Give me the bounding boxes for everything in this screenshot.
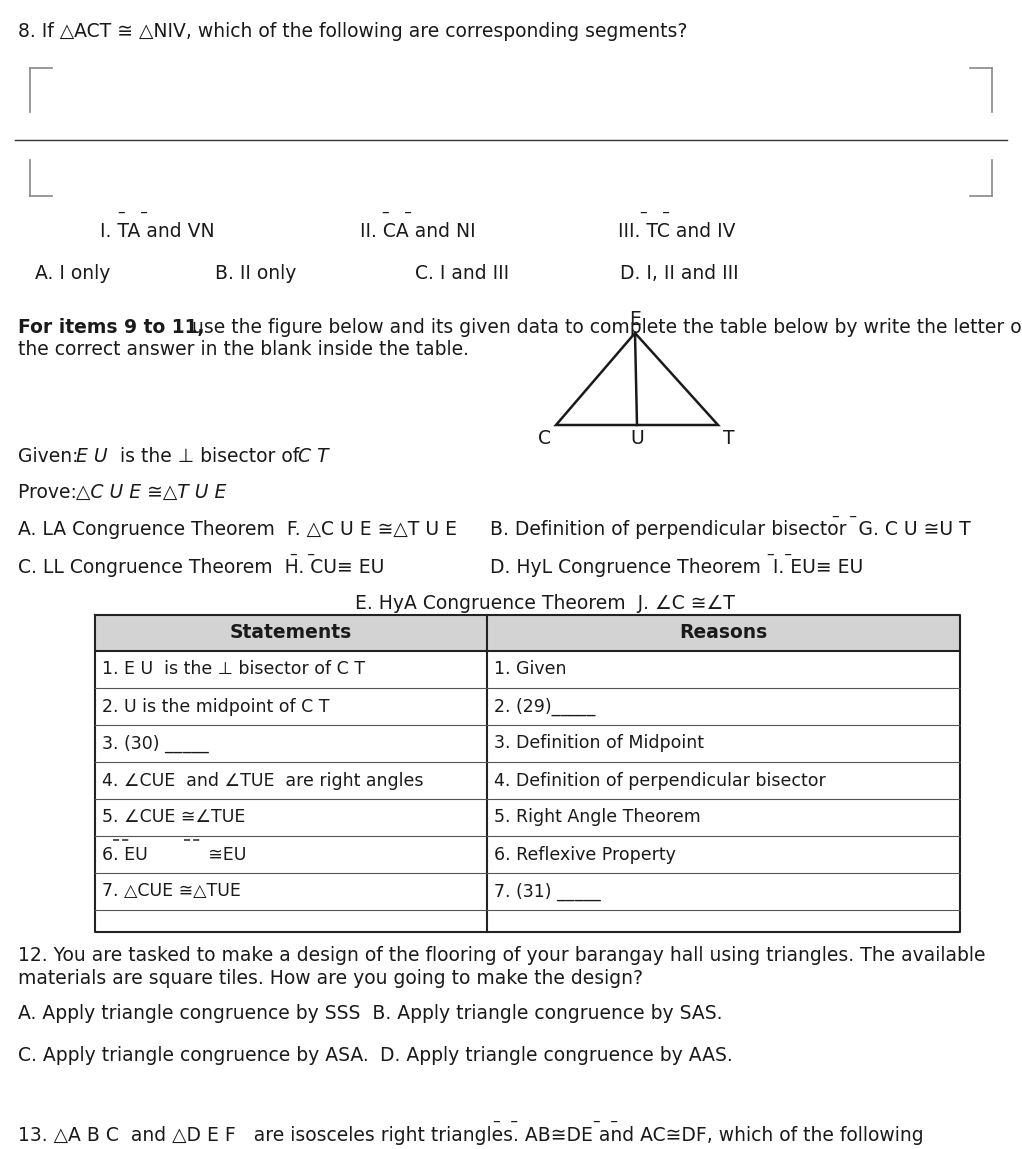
Text: A. I only: A. I only (35, 264, 110, 283)
Text: is the ⊥ bisector of: is the ⊥ bisector of (108, 447, 306, 466)
Text: materials are square tiles. How are you going to make the design?: materials are square tiles. How are you … (18, 969, 643, 988)
Text: E: E (630, 310, 641, 329)
Text: –   –: – – (640, 205, 669, 219)
Text: –  –: – – (493, 1115, 518, 1129)
Text: U: U (631, 429, 644, 448)
Text: 6. EU           ≅EU: 6. EU ≅EU (102, 846, 246, 864)
Text: 2. (29)_____: 2. (29)_____ (494, 697, 596, 716)
Text: A. LA Congruence Theorem  F. △C U E ≅△T U E: A. LA Congruence Theorem F. △C U E ≅△T U… (18, 520, 457, 539)
Text: –  –: – – (832, 509, 857, 524)
Text: E U: E U (76, 447, 107, 466)
Text: A. Apply triangle congruence by SSS  B. Apply triangle congruence by SAS.: A. Apply triangle congruence by SSS B. A… (18, 1004, 723, 1023)
Text: C: C (538, 429, 551, 448)
Text: I. TA and VN: I. TA and VN (100, 222, 215, 241)
Text: C. Apply triangle congruence by ASA.: C. Apply triangle congruence by ASA. (18, 1046, 369, 1065)
Text: 6. Reflexive Property: 6. Reflexive Property (494, 846, 676, 864)
Text: 8. If △ACT ≅ △NIV, which of the following are corresponding segments?: 8. If △ACT ≅ △NIV, which of the followin… (18, 22, 688, 41)
Text: Given:: Given: (18, 447, 85, 466)
Text: E. HyA Congruence Theorem  J. ∠C ≅∠T: E. HyA Congruence Theorem J. ∠C ≅∠T (355, 594, 735, 614)
Text: D. I, II and III: D. I, II and III (620, 264, 739, 283)
Text: 5. ∠CUE ≅∠TUE: 5. ∠CUE ≅∠TUE (102, 809, 245, 826)
Text: C. I and III: C. I and III (415, 264, 509, 283)
Text: Reasons: Reasons (680, 624, 768, 642)
Text: 3. Definition of Midpoint: 3. Definition of Midpoint (494, 734, 704, 753)
Text: D. Apply triangle congruence by AAS.: D. Apply triangle congruence by AAS. (380, 1046, 733, 1065)
Text: III. TC and IV: III. TC and IV (618, 222, 736, 241)
Text: C T: C T (298, 447, 329, 466)
Text: 2. U is the midpoint of C T: 2. U is the midpoint of C T (102, 697, 329, 716)
Text: T: T (723, 429, 735, 448)
Text: B. Definition of perpendicular bisector  G. C U ≅U T: B. Definition of perpendicular bisector … (490, 520, 971, 539)
Bar (95, 615, 960, 651)
Text: II. CA and NI: II. CA and NI (360, 222, 475, 241)
Text: 1. Given: 1. Given (494, 661, 566, 679)
Text: –   –: – – (382, 205, 412, 219)
Text: 1. E U  is the ⊥ bisector of C T: 1. E U is the ⊥ bisector of C T (102, 661, 365, 679)
Text: use the figure below and its given data to complete the table below by write the: use the figure below and its given data … (186, 318, 1022, 337)
Text: –  –: – – (593, 1115, 618, 1129)
Text: 7. △CUE ≅△TUE: 7. △CUE ≅△TUE (102, 882, 241, 901)
Text: 13. △A B C  and △D E F   are isosceles right triangles. AB≅DE and AC≅DF, which o: 13. △A B C and △D E F are isosceles righ… (18, 1126, 924, 1146)
Text: 12. You are tasked to make a design of the flooring of your barangay hall using : 12. You are tasked to make a design of t… (18, 946, 985, 965)
Text: D. HyL Congruence Theorem  I. EU≡ EU: D. HyL Congruence Theorem I. EU≡ EU (490, 558, 864, 577)
Text: 5. Right Angle Theorem: 5. Right Angle Theorem (494, 809, 701, 826)
Text: –  –: – – (766, 547, 792, 562)
Text: B. II only: B. II only (215, 264, 296, 283)
Text: △C U E ≅△T U E: △C U E ≅△T U E (76, 483, 227, 502)
Text: For items 9 to 11,: For items 9 to 11, (18, 318, 204, 337)
Text: the correct answer in the blank inside the table.: the correct answer in the blank inside t… (18, 340, 469, 358)
Text: 4. Definition of perpendicular bisector: 4. Definition of perpendicular bisector (494, 771, 826, 789)
Text: C. LL Congruence Theorem  H. CU≡ EU: C. LL Congruence Theorem H. CU≡ EU (18, 558, 384, 577)
Text: Statements: Statements (230, 624, 353, 642)
Text: 3. (30) _____: 3. (30) _____ (102, 734, 208, 753)
Text: 7. (31) _____: 7. (31) _____ (494, 882, 601, 901)
Text: Prove:: Prove: (18, 483, 83, 502)
Text: –  –: – – (290, 547, 315, 562)
Text: –   –: – – (118, 205, 148, 219)
Text: 4. ∠CUE  and ∠TUE  are right angles: 4. ∠CUE and ∠TUE are right angles (102, 771, 423, 789)
